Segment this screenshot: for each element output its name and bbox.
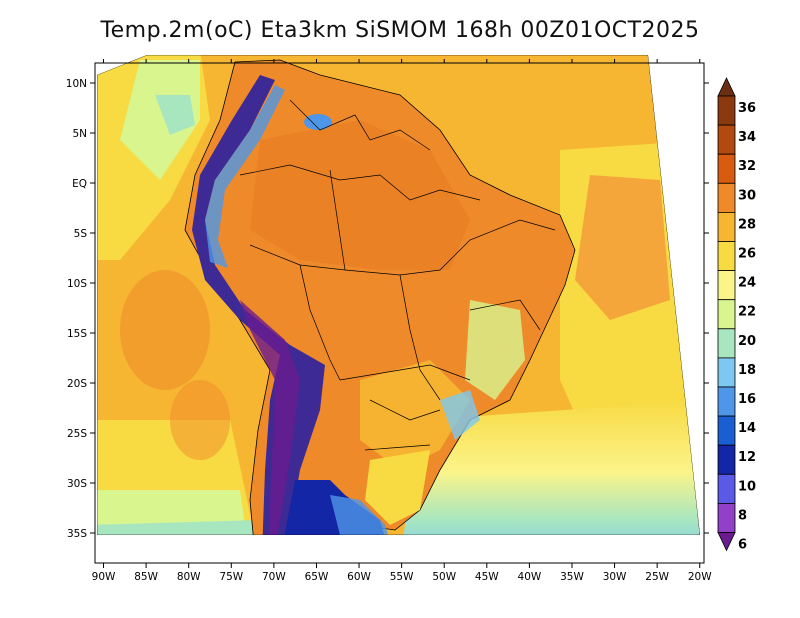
- political-borders: [239, 99, 556, 451]
- colorbar-label: 8: [738, 508, 747, 523]
- colorbar-label: 26: [738, 247, 756, 262]
- x-tick-label: 40W: [518, 571, 542, 583]
- y-tick-label: EQ: [72, 178, 87, 190]
- central-plateau-cool: [465, 300, 525, 400]
- south-atlantic-cool: [400, 400, 700, 535]
- andes-blue-fringe: [205, 85, 285, 268]
- colorbar-bin: [717, 124, 736, 155]
- colorbar-label: 36: [738, 101, 756, 116]
- colorbar-bin: [717, 357, 736, 388]
- colorbar-label: 12: [738, 450, 756, 465]
- patagonia-cold: [280, 480, 390, 535]
- y-tick-label: 5S: [74, 228, 88, 240]
- amazon-hot-core: [250, 120, 470, 270]
- colorbar-bin: [717, 444, 736, 475]
- y-tick-label: 10N: [66, 78, 87, 90]
- x-tick-label: 20W: [688, 571, 712, 583]
- colorbar-bin: [717, 211, 736, 242]
- x-tick-label: 55W: [390, 571, 414, 583]
- x-tick-label: 85W: [134, 571, 158, 583]
- pacific-south-blue: [97, 520, 270, 535]
- x-tick-label: 30W: [603, 571, 627, 583]
- y-tick-label: 10S: [67, 278, 87, 290]
- colorbar-bin: [717, 153, 736, 184]
- colorbar-bin: [717, 415, 736, 446]
- colorbar-label: 16: [738, 392, 756, 407]
- x-tick-label: 45W: [475, 571, 499, 583]
- colorbar-label: 24: [738, 276, 756, 291]
- colorbar-bin: [717, 386, 736, 417]
- colorbar-bin: [717, 182, 736, 213]
- map-field: [97, 55, 700, 535]
- y-tick-label: 5N: [72, 128, 87, 140]
- pacific-orange-patch-2: [170, 380, 230, 460]
- atlantic-orange-band: [575, 175, 670, 320]
- x-tick-label: 70W: [262, 571, 286, 583]
- colorbar-label: 34: [738, 130, 756, 145]
- colorbar-label: 14: [738, 421, 756, 436]
- colorbar-bin: [717, 502, 736, 533]
- colorbar-label: 22: [738, 305, 756, 320]
- y-tick-label: 25S: [67, 428, 87, 440]
- colorbar-label: 10: [738, 479, 756, 494]
- x-axis-ticks: 90W 85W 80W 75W 70W 65W 60W 55W 50W 45W 40W 35W 30W 2…: [92, 59, 712, 583]
- colorbar-label: 30: [738, 188, 756, 203]
- x-tick-label: 75W: [219, 571, 243, 583]
- pacific-green-north: [120, 60, 200, 180]
- colorbar-bin: [717, 473, 736, 504]
- colorbar-label: 20: [738, 334, 756, 349]
- y-tick-label: 35S: [67, 528, 87, 540]
- colorbar-label: 6: [738, 538, 747, 553]
- x-tick-label: 65W: [305, 571, 329, 583]
- x-tick-label: 60W: [347, 571, 371, 583]
- colorbar-bin: [717, 270, 736, 301]
- x-tick-label: 35W: [560, 571, 584, 583]
- land-warm-south: [360, 360, 470, 470]
- colorbar-max-arrow: [717, 77, 736, 97]
- pacific-orange-patch: [120, 270, 210, 390]
- y-tick-label: 30S: [67, 478, 87, 490]
- colorbar-bin: [717, 328, 736, 359]
- colorbar-bin: [717, 95, 736, 126]
- x-tick-label: 80W: [177, 571, 201, 583]
- guiana-cool-spot: [304, 114, 332, 130]
- colorbar-label: 28: [738, 217, 756, 232]
- plot-frame: [94, 62, 705, 564]
- y-tick-label: 20S: [67, 378, 87, 390]
- domain-outline: [97, 55, 700, 535]
- patagonia-lighter: [330, 495, 395, 535]
- colorbar-label: 18: [738, 363, 756, 378]
- map-title: Temp.2m(oC) Eta3km SiSMOM 168h 00Z01OCT2…: [100, 18, 700, 43]
- colorbar-bin: [717, 241, 736, 272]
- andes-purple-core: [240, 300, 300, 535]
- y-axis-ticks: 10N 5N EQ 5S 10S 15S 20S 25S 30S 35S: [66, 78, 709, 540]
- y-tick-label: 15S: [67, 328, 87, 340]
- x-tick-label: 90W: [92, 571, 116, 583]
- mantiqueira-cool: [440, 390, 480, 440]
- x-tick-label: 25W: [645, 571, 669, 583]
- colorbar: 36 34 32 30 28 26 24 22 20 18 16 14 12 10 8 6: [717, 77, 756, 553]
- colorbar-bin: [717, 299, 736, 330]
- pacific-blue-north: [155, 95, 195, 135]
- colorbar-label: 32: [738, 159, 756, 174]
- land-yellow-south: [365, 450, 430, 525]
- x-tick-label: 50W: [432, 571, 456, 583]
- colorbar-min-arrow: [717, 532, 736, 552]
